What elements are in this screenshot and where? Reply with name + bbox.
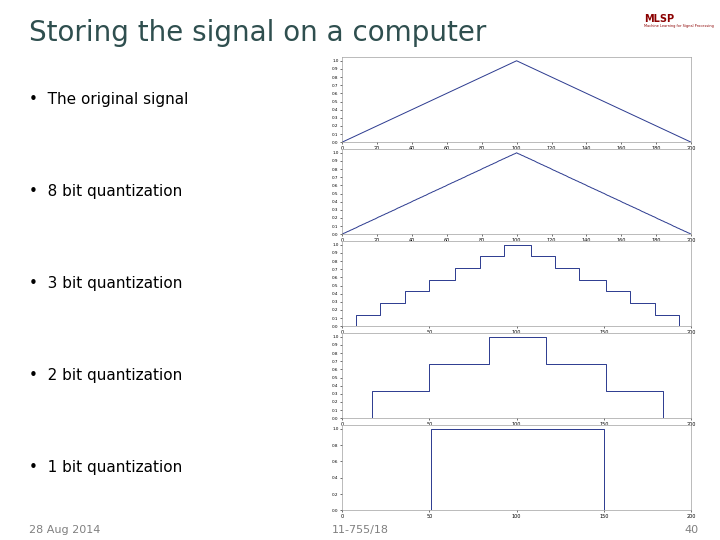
Text: MLSP: MLSP (644, 14, 675, 24)
Text: 40: 40 (684, 524, 698, 535)
Text: •  The original signal: • The original signal (29, 92, 188, 107)
Text: Storing the signal on a computer: Storing the signal on a computer (29, 19, 486, 47)
Text: •  1 bit quantization: • 1 bit quantization (29, 460, 182, 475)
Text: Machine Learning for Signal Processing: Machine Learning for Signal Processing (644, 24, 714, 28)
Text: •  3 bit quantization: • 3 bit quantization (29, 276, 182, 291)
Text: 28 Aug 2014: 28 Aug 2014 (29, 524, 100, 535)
Text: •  8 bit quantization: • 8 bit quantization (29, 184, 182, 199)
Text: 11-755/18: 11-755/18 (331, 524, 389, 535)
Text: •  2 bit quantization: • 2 bit quantization (29, 368, 182, 383)
